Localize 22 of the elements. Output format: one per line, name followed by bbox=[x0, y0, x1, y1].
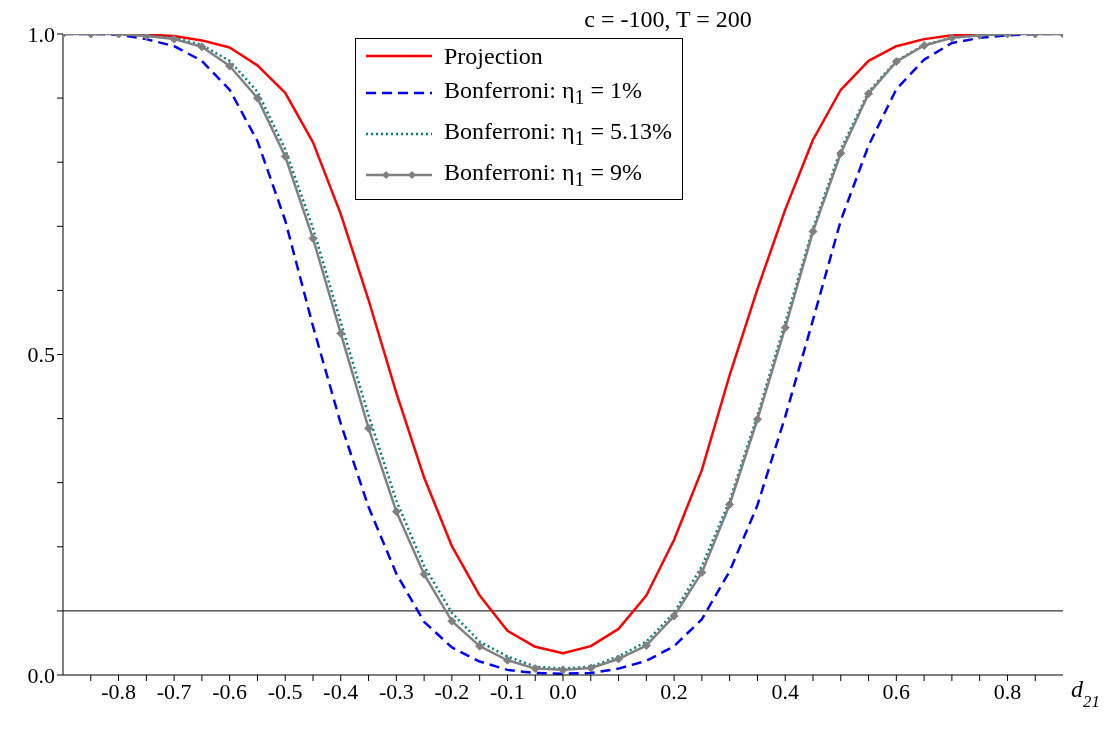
chart-title: c = -100, T = 200 bbox=[584, 6, 752, 32]
y-tick-label: 0.0 bbox=[27, 662, 55, 688]
x-tick-label: 0.0 bbox=[549, 678, 577, 704]
legend-label: Bonferroni: η$_{1}$ = 1% bbox=[444, 76, 643, 110]
x-tick-label: 0.4 bbox=[771, 678, 799, 704]
x-tick-label: 0.2 bbox=[660, 678, 688, 704]
legend-label: Bonferroni: η$_{1}$ = 5.13% bbox=[444, 116, 673, 151]
x-tick-label: -0.2 bbox=[434, 678, 470, 704]
x-axis-title: d$_{21}$ bbox=[1071, 676, 1100, 711]
x-tick-label: -0.6 bbox=[212, 678, 248, 704]
legend-label: Projection bbox=[444, 42, 543, 71]
x-tick-label: -0.3 bbox=[378, 678, 414, 704]
x-tick-label: 0.8 bbox=[993, 678, 1022, 704]
y-tick-label: 1.0 bbox=[27, 21, 55, 47]
legend-label: Bonferroni: η$_{1}$ = 9% bbox=[444, 157, 643, 192]
x-tick-label: 0.6 bbox=[882, 678, 911, 704]
x-tick-label: -0.8 bbox=[101, 678, 136, 704]
x-tick-label: -0.7 bbox=[156, 678, 192, 704]
x-tick-label: -0.4 bbox=[323, 678, 359, 704]
y-tick-label: 0.5 bbox=[27, 342, 55, 368]
x-tick-label: -0.5 bbox=[267, 678, 303, 704]
x-tick-label: -0.1 bbox=[490, 678, 525, 704]
